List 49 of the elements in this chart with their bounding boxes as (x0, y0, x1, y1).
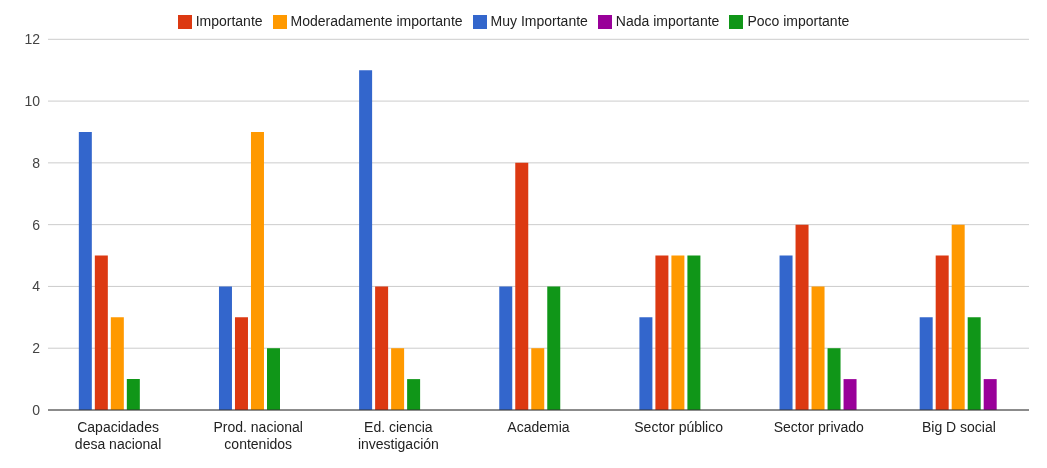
bar (687, 255, 701, 410)
legend-label: Nada importante (615, 13, 720, 29)
bar (935, 255, 949, 410)
bar (234, 317, 248, 410)
bar (407, 379, 421, 410)
bar (218, 286, 232, 410)
bar (843, 379, 857, 410)
bar (515, 162, 529, 410)
bar (779, 255, 793, 410)
x-tick-label: Capacidades desa nacional (74, 419, 162, 452)
x-tick-label: Prod. nacional contenidos (213, 419, 303, 452)
x-tick-label: Ed. ciencia investigación (357, 419, 439, 452)
bar (951, 224, 965, 410)
bar (811, 286, 825, 410)
bar (359, 70, 373, 410)
bar (375, 286, 389, 410)
y-tick-label: 12 (24, 31, 41, 48)
y-tick-label: 6 (32, 216, 41, 233)
bar (655, 255, 669, 410)
bar (531, 348, 545, 410)
legend-label: Poco importante (747, 13, 850, 29)
y-tick-label: 0 (32, 401, 41, 418)
bar (827, 348, 841, 410)
bar (919, 317, 933, 410)
bar (671, 255, 685, 410)
bar (499, 286, 513, 410)
bar (795, 224, 809, 410)
legend-label: Moderadamente importante (290, 13, 463, 29)
bar (110, 317, 124, 410)
x-tick-label: Sector privado (773, 419, 865, 435)
bar (391, 348, 405, 410)
bar (250, 131, 264, 410)
bar (983, 379, 997, 410)
bar (967, 317, 981, 410)
x-tick-label: Sector público (634, 419, 724, 435)
legend-label: Muy Importante (490, 13, 588, 29)
x-tick-label: Academia (507, 419, 570, 435)
y-tick-label: 8 (32, 154, 41, 171)
y-tick-label: 4 (32, 278, 41, 295)
legend-label: Importante (195, 13, 263, 29)
bar (78, 131, 92, 410)
bar (126, 379, 140, 410)
x-tick-label: Big D social (921, 419, 996, 435)
bar (639, 317, 653, 410)
bar (547, 286, 561, 410)
y-tick-label: 10 (24, 93, 41, 110)
y-tick-label: 2 (32, 340, 41, 357)
bar (94, 255, 108, 410)
bar (266, 348, 280, 410)
